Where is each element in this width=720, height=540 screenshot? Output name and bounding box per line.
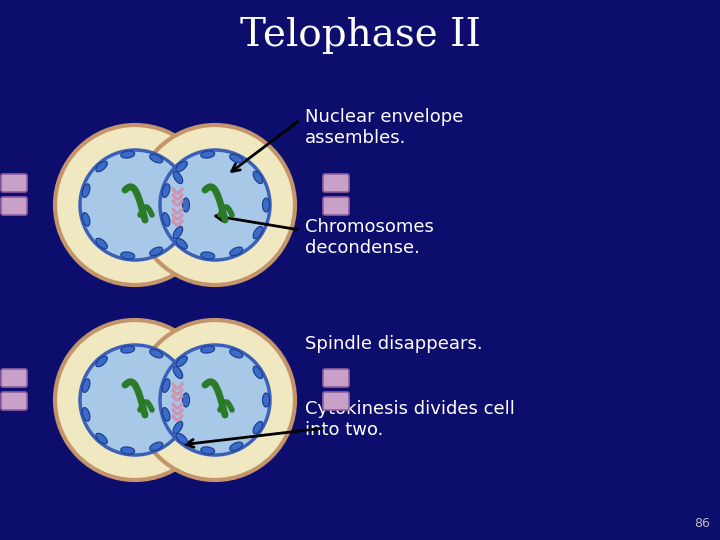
- Ellipse shape: [173, 226, 183, 239]
- Ellipse shape: [182, 393, 189, 407]
- Ellipse shape: [162, 379, 170, 393]
- Text: Telophase II: Telophase II: [240, 17, 480, 53]
- Ellipse shape: [55, 125, 215, 285]
- FancyBboxPatch shape: [323, 392, 349, 410]
- Ellipse shape: [176, 433, 187, 444]
- Ellipse shape: [201, 346, 215, 353]
- FancyBboxPatch shape: [323, 174, 349, 192]
- Ellipse shape: [82, 184, 90, 198]
- Ellipse shape: [82, 213, 90, 226]
- Ellipse shape: [253, 226, 263, 239]
- FancyBboxPatch shape: [1, 174, 27, 192]
- Ellipse shape: [96, 356, 107, 367]
- Ellipse shape: [230, 442, 243, 451]
- Ellipse shape: [160, 345, 270, 455]
- Text: 86: 86: [694, 517, 710, 530]
- Ellipse shape: [263, 393, 269, 407]
- Ellipse shape: [230, 349, 243, 358]
- Ellipse shape: [263, 198, 269, 212]
- Ellipse shape: [135, 320, 295, 480]
- Text: Cytokinesis divides cell
into two.: Cytokinesis divides cell into two.: [305, 400, 515, 439]
- Ellipse shape: [150, 154, 163, 163]
- Ellipse shape: [160, 150, 270, 260]
- Text: Nuclear envelope
assembles.: Nuclear envelope assembles.: [305, 108, 464, 147]
- Ellipse shape: [121, 346, 135, 353]
- Ellipse shape: [173, 366, 183, 379]
- Ellipse shape: [135, 125, 295, 285]
- Ellipse shape: [96, 161, 107, 172]
- Ellipse shape: [201, 252, 215, 259]
- Ellipse shape: [176, 356, 187, 367]
- FancyBboxPatch shape: [1, 197, 27, 215]
- Ellipse shape: [176, 238, 187, 249]
- Ellipse shape: [96, 433, 107, 444]
- Ellipse shape: [201, 151, 215, 158]
- Ellipse shape: [230, 247, 243, 256]
- Ellipse shape: [182, 198, 189, 212]
- Ellipse shape: [162, 408, 170, 421]
- Ellipse shape: [121, 252, 135, 259]
- Ellipse shape: [176, 161, 187, 172]
- FancyBboxPatch shape: [1, 392, 27, 410]
- Ellipse shape: [82, 408, 90, 421]
- Ellipse shape: [82, 379, 90, 393]
- Ellipse shape: [80, 345, 190, 455]
- Ellipse shape: [253, 421, 263, 434]
- Ellipse shape: [173, 171, 183, 184]
- Ellipse shape: [162, 184, 170, 198]
- Ellipse shape: [121, 151, 135, 158]
- Ellipse shape: [253, 366, 263, 379]
- FancyBboxPatch shape: [1, 369, 27, 387]
- Ellipse shape: [121, 447, 135, 454]
- Text: Spindle disappears.: Spindle disappears.: [305, 335, 482, 353]
- Ellipse shape: [173, 421, 183, 434]
- Ellipse shape: [253, 171, 263, 184]
- FancyBboxPatch shape: [323, 369, 349, 387]
- Ellipse shape: [150, 442, 163, 451]
- Ellipse shape: [150, 349, 163, 358]
- Ellipse shape: [96, 238, 107, 249]
- Ellipse shape: [55, 320, 215, 480]
- Ellipse shape: [162, 213, 170, 226]
- Ellipse shape: [201, 447, 215, 454]
- Ellipse shape: [80, 150, 190, 260]
- Text: Chromosomes
decondense.: Chromosomes decondense.: [305, 218, 434, 257]
- Ellipse shape: [150, 247, 163, 256]
- Ellipse shape: [230, 154, 243, 163]
- FancyBboxPatch shape: [323, 197, 349, 215]
